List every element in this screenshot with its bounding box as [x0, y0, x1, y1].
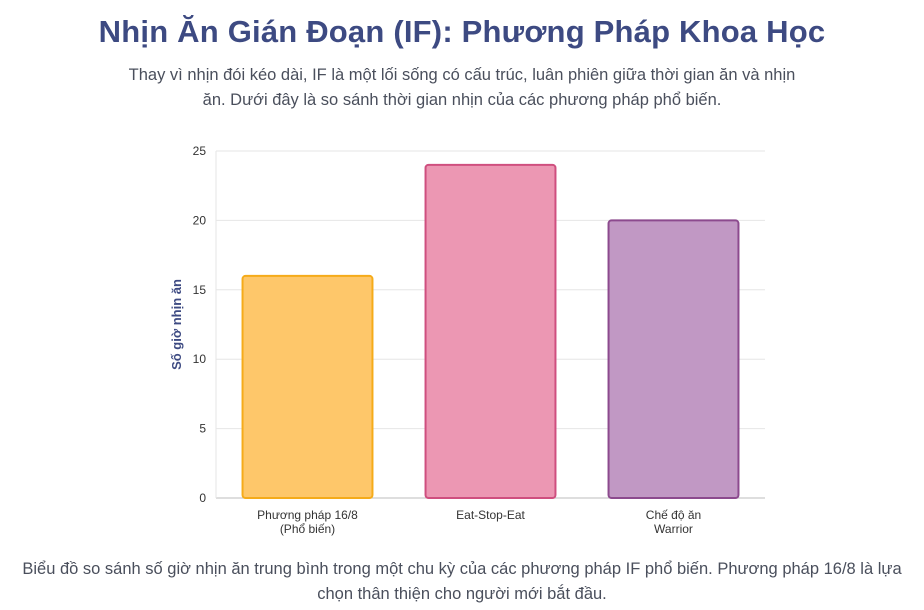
y-axis-label: Số giờ nhịn ăn	[169, 279, 184, 370]
bar	[241, 274, 374, 500]
x-tick-label: Eat-Stop-Eat	[456, 508, 525, 522]
bar	[424, 163, 557, 499]
x-tick-label: (Phổ biến)	[280, 522, 335, 536]
y-tick-label: 10	[193, 352, 207, 366]
x-tick-label: Phương pháp 16/8	[257, 508, 358, 522]
bar	[607, 219, 740, 499]
y-tick-label: 0	[199, 491, 206, 505]
page-subtitle: Thay vì nhịn đói kéo dài, IF là một lối …	[128, 66, 796, 109]
x-tick-label: Chế độ ăn	[646, 508, 701, 522]
y-tick-label: 25	[193, 144, 207, 158]
x-tick-label: Warrior	[654, 522, 693, 536]
chart-caption: Biểu đồ so sánh số giờ nhịn ăn trung bìn…	[22, 560, 902, 603]
page-title: Nhịn Ăn Gián Đoạn (IF): Phương Pháp Khoa…	[98, 14, 826, 49]
y-tick-label: 20	[193, 213, 207, 227]
y-tick-label: 5	[199, 422, 206, 436]
y-tick-label: 15	[193, 283, 207, 297]
